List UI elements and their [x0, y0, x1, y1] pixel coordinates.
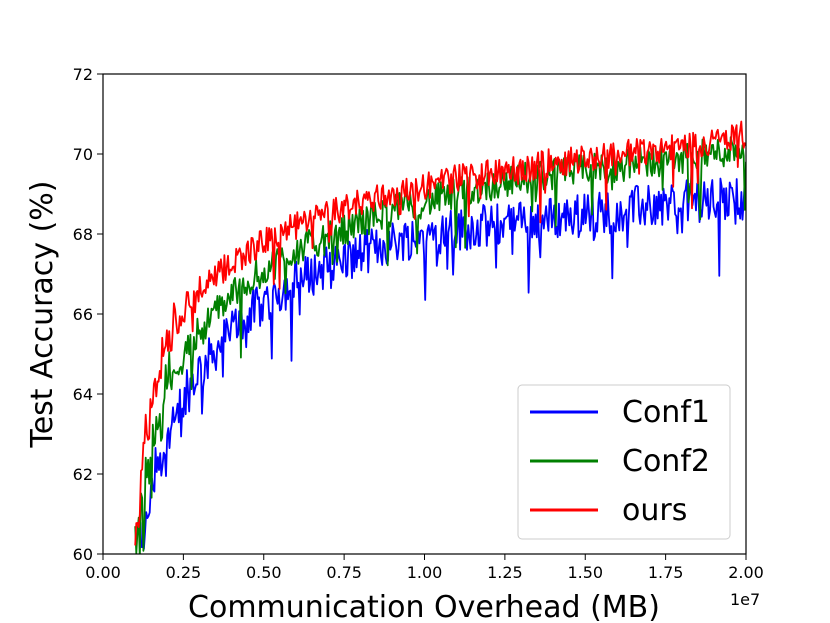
legend-label: Conf1 [622, 395, 710, 430]
y-tick-label: 66 [73, 305, 93, 324]
legend-label: ours [622, 493, 687, 528]
x-tick-label: 2.00 [728, 563, 764, 582]
x-tick-label: 1.00 [407, 563, 443, 582]
y-tick-label: 60 [73, 545, 93, 564]
x-tick-label: 1.25 [487, 563, 523, 582]
y-tick-label: 72 [73, 65, 93, 84]
x-tick-label: 1.50 [567, 563, 603, 582]
y-tick-label: 68 [73, 225, 93, 244]
legend: Conf1 Conf2 ours [517, 384, 731, 540]
legend-frame [517, 384, 731, 540]
x-axis-ticks: 0.00 0.25 0.50 0.75 1.00 1.25 1.50 1.75 2.00 [85, 554, 764, 582]
y-axis-ticks: 60 62 64 66 68 70 72 [73, 65, 103, 564]
x-tick-label: 0.50 [246, 563, 282, 582]
y-tick-label: 62 [73, 465, 93, 484]
y-axis-title: Test Accuracy (%) [25, 180, 60, 448]
x-tick-label: 0.00 [85, 563, 121, 582]
x-tick-label: 1.75 [648, 563, 684, 582]
legend-label: Conf2 [622, 444, 710, 479]
x-axis-title: Communication Overhead (MB) [188, 590, 660, 623]
x-tick-label: 0.75 [326, 563, 362, 582]
x-axis-offset-label: 1e7 [730, 590, 760, 609]
x-tick-label: 0.25 [166, 563, 202, 582]
y-tick-label: 64 [73, 385, 93, 404]
series-layer [134, 120, 746, 554]
series-line-Conf1 [140, 177, 746, 550]
series-line-ours [134, 120, 746, 546]
y-tick-label: 70 [73, 145, 93, 164]
